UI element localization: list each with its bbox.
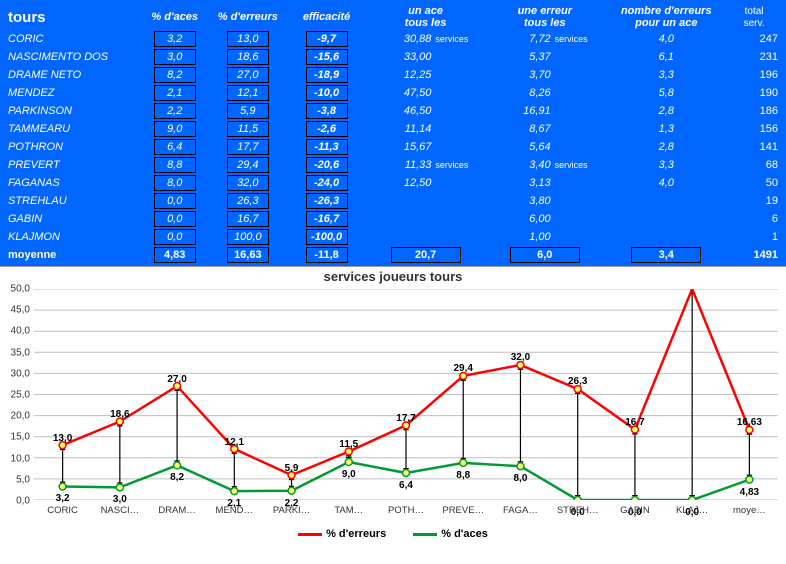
hdr-err-per2: tous les (485, 17, 604, 30)
table-row: PREVERT8,829,4-20,611,33services3,40serv… (6, 156, 780, 174)
table-row-avg: moyenne4,8316,63-11,820,76,03,41491 (6, 246, 780, 264)
hdr-ace-per2: tous les (366, 17, 485, 30)
x-tick-label: PREVE… (442, 505, 484, 516)
hdr-err-ace2: pour un ace (604, 17, 728, 30)
chart-legend: % d'erreurs % d'aces (0, 528, 786, 540)
y-tick-label: 45,0 (2, 305, 30, 316)
data-label: 32,0 (511, 352, 530, 363)
data-label: 8,0 (514, 473, 528, 484)
x-tick-label: POTH… (388, 505, 424, 516)
data-label: 11,5 (339, 439, 358, 450)
hdr-aces: % d'aces (141, 4, 208, 30)
data-label: 17,7 (396, 413, 415, 424)
y-tick-label: 15,0 (2, 432, 30, 443)
table-row: PARKINSON2,25,9-3,846,5016,912,8186 (6, 102, 780, 120)
y-tick-label: 25,0 (2, 390, 30, 401)
data-label: 13,0 (53, 433, 72, 444)
data-label: 8,2 (170, 472, 184, 483)
data-label: 27,0 (167, 374, 186, 385)
x-tick-label: TAM… (334, 505, 363, 516)
x-tick-label: CORIC (47, 505, 78, 516)
data-label: 3,2 (56, 493, 70, 504)
y-tick-label: 30,0 (2, 368, 30, 379)
hdr-total2: serv. (728, 17, 780, 30)
table-row: GABIN0,016,7-16,76,006 (6, 210, 780, 228)
y-tick-label: 35,0 (2, 347, 30, 358)
data-label: 9,0 (342, 469, 356, 480)
legend-errors: % d'erreurs (326, 528, 386, 540)
data-label: 29,4 (453, 363, 472, 374)
x-tick-label: KLAJ… (676, 505, 708, 516)
y-tick-label: 50,0 (2, 284, 30, 295)
hdr-err-ace1: nombre d'erreurs (604, 4, 728, 17)
y-tick-label: 5,0 (2, 474, 30, 485)
x-tick-label: FAGA… (503, 505, 538, 516)
x-tick-label: DRAM… (158, 505, 195, 516)
y-tick-label: 40,0 (2, 326, 30, 337)
y-tick-label: 0,0 (2, 496, 30, 507)
x-tick-label: MEND… (216, 505, 253, 516)
data-label: 26,3 (568, 376, 587, 387)
legend-aces: % d'aces (441, 528, 488, 540)
x-tick-label: STREH… (557, 505, 599, 516)
table-row: DRAME NETO8,227,0-18,912,253,703,3196 (6, 66, 780, 84)
data-label: 4,83 (740, 487, 759, 498)
data-label: 12,1 (225, 437, 244, 448)
table-row: NASCIMENTO DOS3,018,6-15,633,005,376,123… (6, 48, 780, 66)
data-label: 8,8 (456, 470, 470, 481)
chart: services joueurs tours 13,0 18,6 27,0 12,1 5… (0, 266, 786, 542)
x-tick-label: GABIN (620, 505, 650, 516)
data-label: 5,9 (285, 463, 299, 474)
table-row: FAGANAS8,032,0-24,012,503,134,050 (6, 174, 780, 192)
y-tick-label: 20,0 (2, 411, 30, 422)
data-label: 3,0 (113, 494, 127, 505)
x-tick-label: moye… (733, 505, 766, 516)
hdr-errors: % d'erreurs (208, 4, 287, 30)
data-label: 18,6 (110, 409, 129, 420)
table-title: tours (6, 4, 141, 30)
y-tick-label: 10,0 (2, 453, 30, 464)
table-row: KLAJMON0,0100,0-100,01,001 (6, 228, 780, 246)
table-row: CORIC3,213,0-9,730,88services7,72service… (6, 30, 780, 48)
x-tick-label: NASCI… (101, 505, 140, 516)
chart-title: services joueurs tours (0, 269, 786, 284)
table-row: STREHLAU0,026,3-26,33,8019 (6, 192, 780, 210)
table-row: MENDEZ2,112,1-10,047,508,265,8190 (6, 84, 780, 102)
table-row: POTHRON6,417,7-11,315,675,642,8141 (6, 138, 780, 156)
hdr-ace-per1: un ace (366, 4, 485, 17)
x-tick-label: PARKI… (273, 505, 310, 516)
stats-table: tours % d'aces % d'erreurs efficacité un… (0, 0, 786, 266)
hdr-err-per1: une erreur (485, 4, 604, 17)
data-label: 16,7 (625, 417, 644, 428)
chart-plot: 13,0 18,6 27,0 12,1 5,9 11,5 17,7 29,4 32,0 26,3 1… (34, 289, 778, 500)
table-row: TAMMEARU9,011,5-2,611,148,671,3156 (6, 120, 780, 138)
hdr-total1: total (728, 4, 780, 17)
data-label: 16,63 (737, 417, 762, 428)
hdr-eff: efficacité (287, 4, 366, 30)
data-label: 6,4 (399, 480, 413, 491)
